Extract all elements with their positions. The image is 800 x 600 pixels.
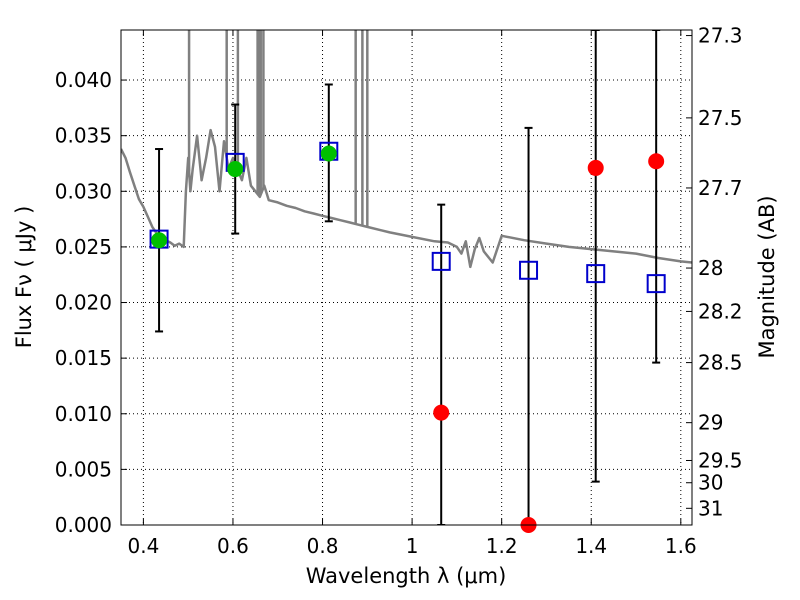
model-photometry-square	[646, 274, 666, 294]
red-data-point	[433, 404, 450, 421]
y2-tick-label: 28.5	[698, 351, 743, 375]
model-photometry-square	[431, 251, 451, 271]
x-tick-label: 1.6	[665, 534, 697, 558]
y2-tick-label: 28	[698, 256, 723, 280]
y-tick-label: 0.040	[55, 68, 112, 92]
x-axis-title: Wavelength λ (μm)	[306, 564, 507, 588]
y2-tick-label: 30	[698, 471, 723, 495]
red-data-point	[587, 159, 604, 176]
y-tick-label: 0.025	[55, 235, 112, 259]
green-data-point	[151, 232, 168, 249]
y2-axis-title: Magnitude (AB)	[755, 195, 779, 358]
y2-tick-label: 28.2	[698, 299, 743, 323]
model-photometry-square	[586, 264, 606, 284]
grid	[121, 30, 692, 526]
y2-tick-label: 31	[698, 496, 723, 520]
green-data-point	[227, 161, 244, 178]
y-tick-label: 0.010	[55, 402, 112, 426]
x-tick-label: 1.2	[486, 534, 518, 558]
data-markers	[149, 141, 666, 533]
y-tick-label: 0.000	[55, 513, 112, 537]
model-photometry-square	[519, 260, 539, 280]
y2-tick-label: 29.5	[698, 448, 743, 472]
model-spectrum-line	[121, 128, 692, 269]
y2-tick-label: 27.3	[698, 24, 743, 48]
x-tick-label: 1	[406, 534, 419, 558]
y2-tick-label: 27.7	[698, 176, 743, 200]
y2-tick-label: 27.5	[698, 106, 743, 130]
y-axis-title: Flux Fν ( μJy )	[12, 206, 36, 349]
x-tick-label: 0.4	[127, 534, 159, 558]
green-data-point	[320, 145, 337, 162]
model-spectrum	[121, 30, 692, 269]
red-data-point	[648, 153, 665, 170]
y-tick-label: 0.015	[55, 346, 112, 370]
y-tick-label: 0.030	[55, 179, 112, 203]
error-bars	[155, 30, 661, 525]
y-tick-label: 0.005	[55, 457, 112, 481]
y-tick-label: 0.035	[55, 124, 112, 148]
y-tick-label: 0.020	[55, 291, 112, 315]
y2-tick-label: 29	[698, 411, 723, 435]
x-tick-label: 0.6	[217, 534, 249, 558]
ticks: 0.4 0.6 0.8 1 1.2 1.4 1.6 0.000 0.005 0.010 0.015 0…	[55, 24, 743, 558]
x-tick-label: 1.4	[575, 534, 607, 558]
x-tick-label: 0.8	[307, 534, 339, 558]
plot-frame	[120, 29, 693, 526]
